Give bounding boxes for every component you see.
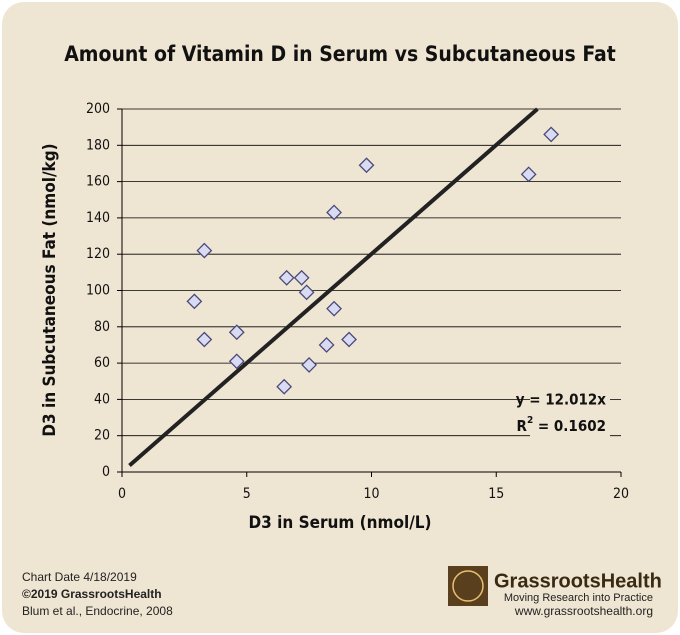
point [293,269,310,286]
x-tick-label: 15 [488,486,504,502]
y-tick-label: 60 [94,355,110,371]
point [318,337,335,353]
y-tick-label: 100 [86,283,110,299]
point [228,324,245,341]
point [196,242,213,259]
x-tick-label: 20 [613,486,629,502]
r2-value: = 0.1602 [533,417,606,435]
r2-label: R [517,417,528,435]
logo-icon-ring [452,570,484,602]
trend-r2: R2 = 0.1602 [517,415,606,435]
point [186,293,203,310]
point [358,157,375,174]
trend-equation: y = 12.012x [516,391,607,409]
y-tick-label: 200 [86,101,110,117]
y-tick-label: 120 [86,246,110,262]
trendline [128,107,539,467]
y-tick-label: 40 [94,391,110,407]
point [341,331,357,348]
logo-text: GrassrootsHealth [494,570,662,592]
citation: Blum et al., Endocrine, 2008 [22,604,173,618]
x-tick-label: 10 [363,486,379,502]
r2-sup: 2 [527,415,533,426]
y-tick-label: 20 [94,428,110,444]
y-tick-label: 180 [86,137,110,153]
y-tick-label: 80 [94,319,110,335]
point [326,300,342,317]
point [196,331,213,348]
y-tick-label: 160 [86,174,110,190]
y-axis-label: D3 in Subcutaneous Fat (nmol/kg) [40,143,60,436]
point [520,166,537,183]
point [326,204,342,221]
y-tick-label: 140 [86,210,110,226]
x-tick-label: 0 [118,486,126,502]
point [278,269,295,286]
x-axis-label: D3 in Serum (nmol/L) [248,513,431,533]
y-tick-label: 0 [102,464,110,480]
point [228,353,245,370]
chart-title: Amount of Vitamin D in Serum vs Subcutan… [64,42,616,66]
logo-icon [448,566,488,606]
tagline: Moving Research into Practice [504,592,653,604]
equation-bg [530,388,610,438]
x-tick-label: 5 [243,486,251,502]
point [543,126,560,143]
point [298,284,315,301]
chart-date: Chart Date 4/18/2019 [22,570,137,584]
copyright: ©2019 GrassrootsHealth [22,587,162,601]
url: www.grassrootshealth.org [514,604,653,618]
point [301,356,318,373]
point [276,378,293,395]
